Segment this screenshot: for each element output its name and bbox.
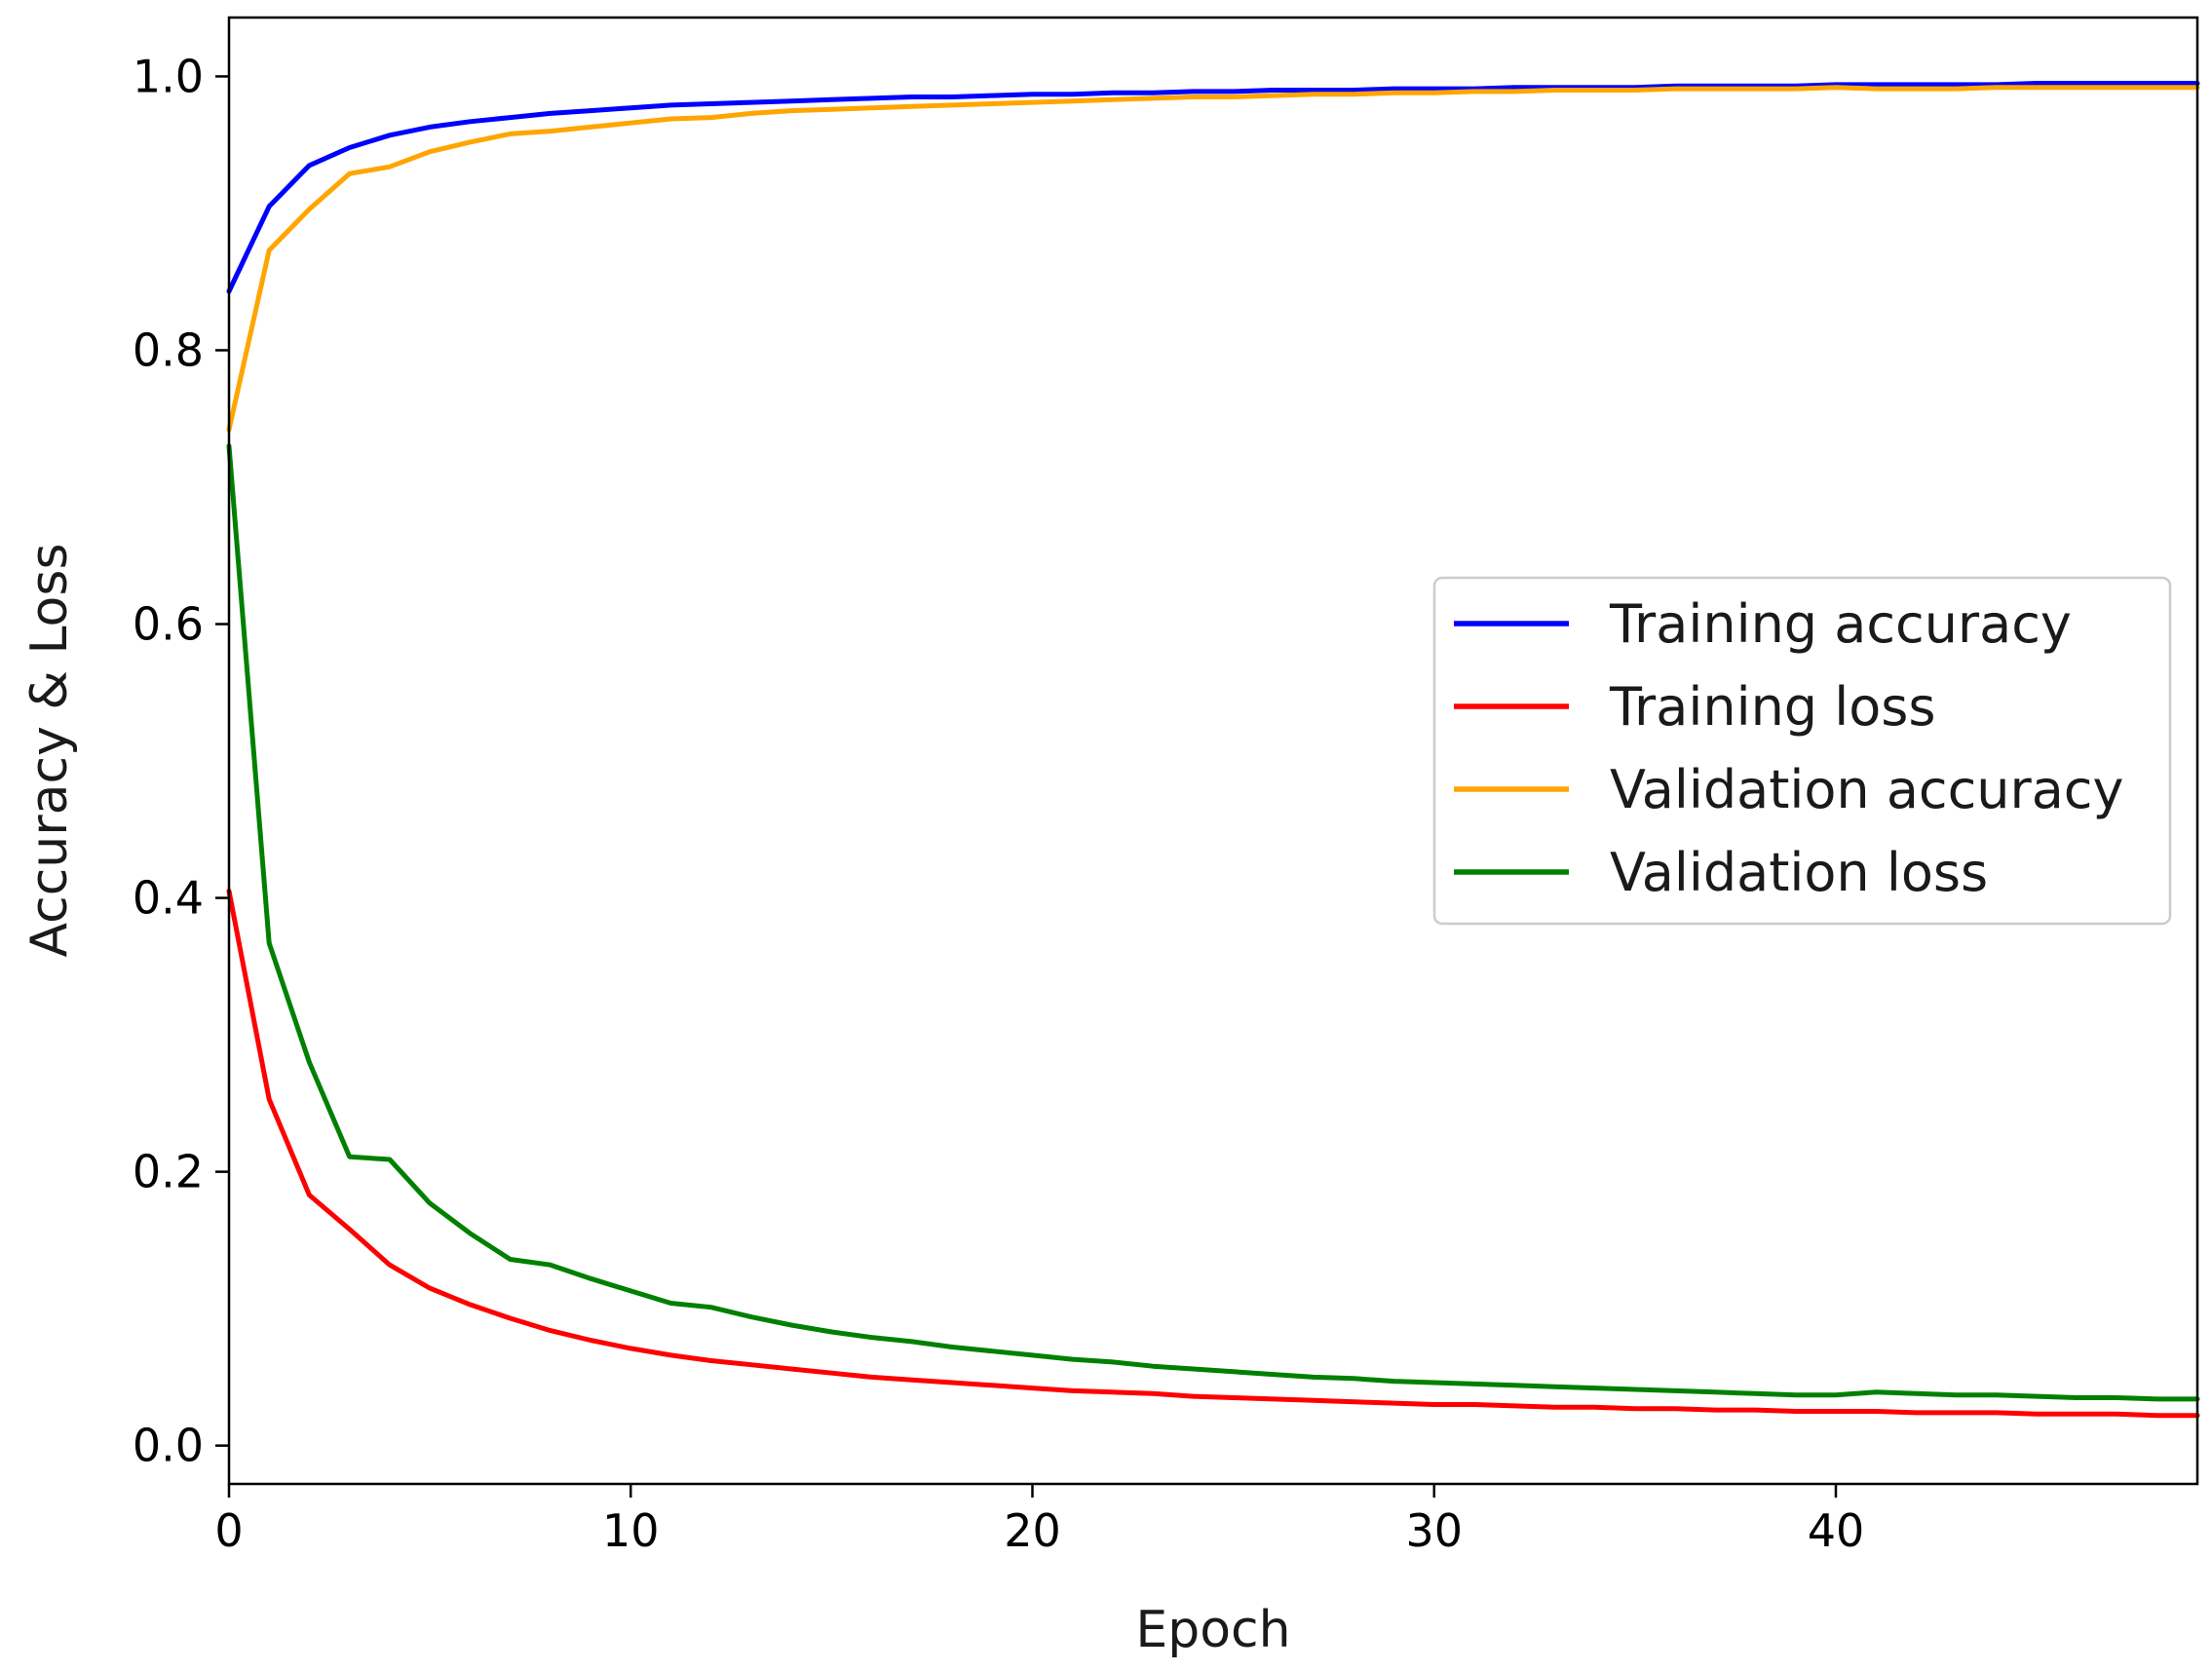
- x-tick-label: 10: [602, 1504, 660, 1557]
- x-tick-label: 0: [214, 1504, 243, 1557]
- y-tick-label: 0.0: [133, 1420, 204, 1472]
- x-tick-label: 40: [1808, 1504, 1865, 1557]
- y-tick-label: 0.2: [133, 1146, 204, 1198]
- y-tick-label: 1.0: [133, 50, 204, 102]
- y-tick-label: 0.6: [133, 598, 204, 651]
- legend-items: Training accuracy Training loss Validation…: [1454, 593, 2123, 903]
- series-line-validation-accuracy: [226, 85, 2200, 433]
- y-axis-ticks: 0.0 0.2 0.4 0.6 0.8 1.0: [133, 50, 229, 1472]
- series-line-training-loss: [226, 889, 2200, 1419]
- legend-label: Training accuracy: [1609, 593, 2072, 655]
- legend: Training accuracy Training loss Validation…: [1432, 576, 2172, 926]
- legend-box: [1432, 576, 2172, 926]
- x-tick-label: 30: [1405, 1504, 1463, 1557]
- y-tick-label: 0.4: [133, 872, 204, 925]
- x-axis-label: Epoch: [1135, 1601, 1290, 1659]
- series-line-training-accuracy: [226, 81, 2200, 294]
- series-layer: [226, 81, 2200, 1419]
- x-axis-ticks: 0 10 20 30 40: [214, 1484, 1864, 1557]
- y-tick-label: 0.8: [133, 323, 204, 376]
- legend-label: Training loss: [1609, 676, 1936, 738]
- series-line-validation-loss: [226, 443, 2200, 1402]
- legend-label: Validation accuracy: [1610, 759, 2123, 820]
- y-axis-label: Accuracy & Loss: [20, 543, 79, 957]
- legend-label: Validation loss: [1610, 842, 1988, 903]
- x-tick-label: 20: [1004, 1504, 1061, 1557]
- plot-frame: [227, 16, 2199, 1486]
